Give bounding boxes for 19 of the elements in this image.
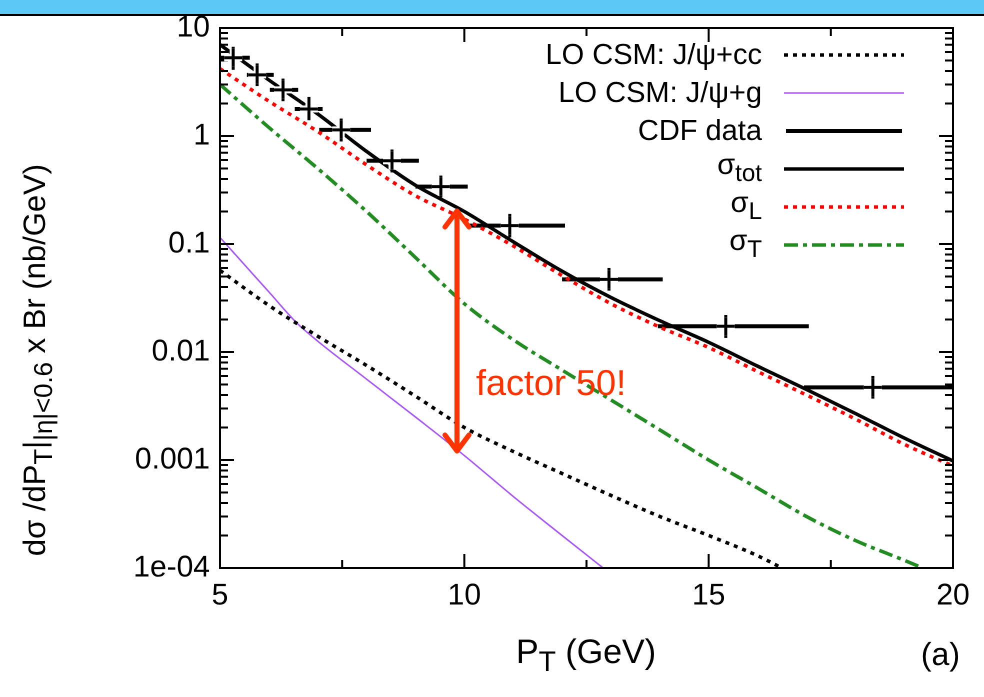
text: (a) [920,636,960,673]
legend-label: CDF data [638,114,762,149]
x-axis-title: P$_{T}$ (GeV) [516,633,656,679]
legend-label: σ$_{T}$ [729,224,762,262]
y-tick-label: 0.01 [152,334,210,368]
legend-label: σ$_{tot}$ [717,148,762,186]
y-tick-label: 0.001 [134,442,210,476]
y-tick-label: 10 [176,10,210,44]
y-tick-label: 0.1 [168,226,210,260]
y-tick-label: 1 [193,118,210,152]
y-tick-label: 1e-04 [133,550,210,584]
legend-label: LO CSM: J/ψ+cc [546,38,762,73]
annotation: factor 50! [476,362,626,404]
x-tick-label: 20 [936,578,970,612]
x-tick-label: 15 [692,578,726,612]
legend-label: σ$_{L}$ [730,186,762,224]
x-tick-label: 10 [448,578,482,612]
x-tick-label: 5 [212,578,228,612]
legend-label: LO CSM: J/ψ+g [558,76,762,111]
